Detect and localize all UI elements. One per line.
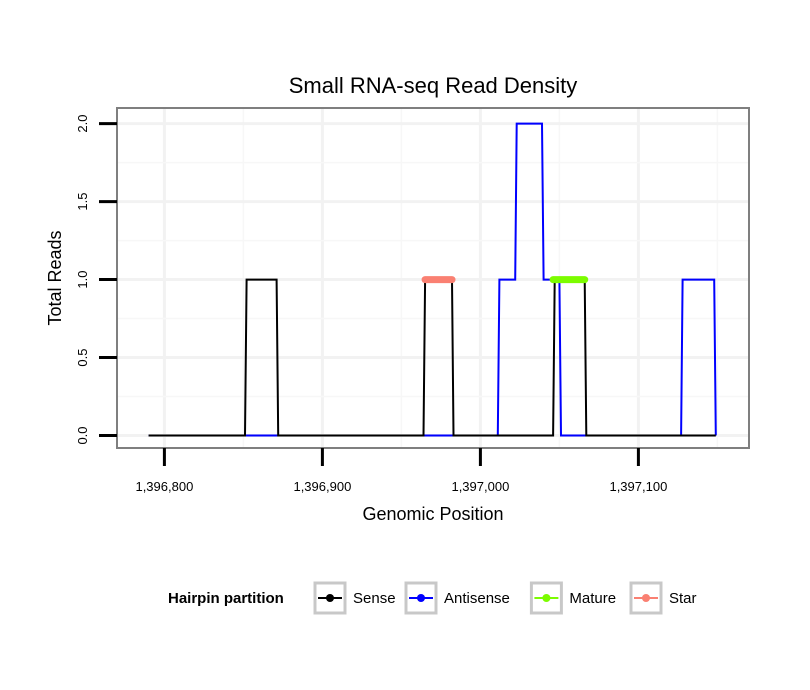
x-axis-label: Genomic Position xyxy=(362,504,503,524)
y-tick-label: 0.0 xyxy=(75,426,90,444)
y-tick-label: 0.5 xyxy=(75,349,90,367)
y-tick-label: 2.0 xyxy=(75,115,90,133)
legend-key-point xyxy=(417,594,425,602)
plot-border xyxy=(116,107,750,449)
legend-key-point xyxy=(542,594,551,602)
legend-label-mature: Mature xyxy=(569,590,616,607)
x-tick-label: 1,397,100 xyxy=(609,479,667,494)
x-tick-label: 1,396,900 xyxy=(293,479,351,494)
y-axis-label: Total Reads xyxy=(45,230,65,325)
series-lines xyxy=(148,122,717,437)
legend-title: Hairpin partition xyxy=(168,590,284,607)
legend-label-sense: Sense xyxy=(353,590,396,607)
series-antisense-line xyxy=(148,122,717,437)
x-tick-label: 1,397,000 xyxy=(451,479,509,494)
x-tick-label: 1,396,800 xyxy=(135,479,193,494)
y-tick-label: 1.5 xyxy=(75,193,90,211)
y-axis: 0.0 0.5 1.0 1.5 2.0 xyxy=(75,115,117,445)
legend-key-point xyxy=(642,594,650,602)
legend-label-star: Star xyxy=(669,590,697,607)
legend-key-point xyxy=(326,594,334,602)
legend: Hairpin partition Sense Antisense Mature St… xyxy=(168,581,697,615)
legend-label-antisense: Antisense xyxy=(444,590,510,607)
chart-title: Small RNA-seq Read Density xyxy=(289,73,578,98)
y-tick-label: 1.0 xyxy=(75,271,90,289)
x-axis: 1,396,800 1,396,900 1,397,000 1,397,100 xyxy=(135,448,667,494)
